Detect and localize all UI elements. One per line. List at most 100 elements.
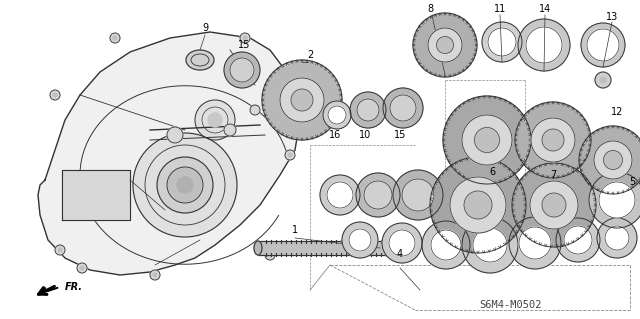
Text: FR.: FR. — [65, 282, 83, 292]
Circle shape — [357, 99, 379, 121]
Circle shape — [564, 226, 592, 254]
Circle shape — [342, 222, 378, 258]
Circle shape — [488, 28, 516, 56]
Circle shape — [581, 23, 625, 67]
Circle shape — [350, 92, 386, 128]
Circle shape — [587, 29, 619, 61]
Circle shape — [428, 28, 462, 62]
Text: 10: 10 — [359, 130, 371, 140]
Text: 11: 11 — [494, 4, 506, 14]
Text: 6: 6 — [489, 167, 495, 177]
Circle shape — [482, 22, 522, 62]
Circle shape — [599, 182, 635, 218]
Circle shape — [110, 33, 120, 43]
Text: 14: 14 — [539, 4, 551, 14]
Circle shape — [430, 157, 526, 253]
Text: 16: 16 — [329, 130, 341, 140]
Circle shape — [283, 78, 287, 82]
Circle shape — [265, 250, 275, 260]
Circle shape — [167, 127, 183, 143]
Circle shape — [393, 170, 443, 220]
Text: 1: 1 — [292, 225, 298, 235]
Circle shape — [240, 33, 250, 43]
Circle shape — [195, 100, 235, 140]
Circle shape — [262, 60, 342, 140]
Circle shape — [230, 58, 254, 82]
Circle shape — [320, 175, 360, 215]
Circle shape — [50, 90, 60, 100]
Circle shape — [431, 230, 461, 260]
Polygon shape — [62, 170, 130, 220]
Circle shape — [556, 218, 600, 262]
Circle shape — [55, 245, 65, 255]
Circle shape — [605, 226, 629, 250]
Circle shape — [462, 217, 518, 273]
Circle shape — [462, 115, 512, 165]
Circle shape — [530, 181, 578, 229]
Text: 2: 2 — [307, 50, 313, 60]
Circle shape — [413, 13, 477, 77]
Circle shape — [280, 75, 290, 85]
Circle shape — [288, 153, 292, 157]
Circle shape — [519, 227, 551, 259]
Circle shape — [243, 36, 247, 40]
Circle shape — [464, 191, 492, 219]
Circle shape — [436, 36, 454, 54]
Circle shape — [443, 96, 531, 184]
Circle shape — [473, 228, 507, 262]
Circle shape — [604, 151, 623, 169]
Circle shape — [268, 253, 272, 257]
Circle shape — [327, 182, 353, 208]
Bar — [258, 241, 410, 255]
Circle shape — [383, 88, 423, 128]
Circle shape — [153, 273, 157, 277]
Circle shape — [364, 181, 392, 209]
Circle shape — [150, 270, 160, 280]
Circle shape — [250, 105, 260, 115]
Text: 4: 4 — [397, 249, 403, 259]
Circle shape — [53, 93, 57, 97]
Circle shape — [579, 126, 640, 194]
Circle shape — [542, 129, 564, 151]
Circle shape — [422, 221, 470, 269]
Circle shape — [594, 141, 632, 179]
Circle shape — [280, 78, 324, 122]
Circle shape — [382, 223, 422, 263]
Text: S6M4-M0502: S6M4-M0502 — [479, 300, 541, 310]
Circle shape — [285, 150, 295, 160]
Circle shape — [595, 72, 611, 88]
Circle shape — [402, 179, 434, 211]
Circle shape — [600, 77, 606, 83]
Circle shape — [291, 89, 313, 111]
Circle shape — [389, 230, 415, 256]
Text: 15: 15 — [394, 130, 406, 140]
Circle shape — [356, 173, 400, 217]
Circle shape — [526, 27, 562, 63]
Circle shape — [512, 163, 596, 247]
Circle shape — [390, 95, 416, 121]
Circle shape — [509, 217, 561, 269]
Text: 7: 7 — [550, 170, 556, 180]
Circle shape — [77, 263, 87, 273]
Circle shape — [224, 52, 260, 88]
Text: 8: 8 — [427, 4, 433, 14]
Circle shape — [450, 177, 506, 233]
Circle shape — [597, 218, 637, 258]
Circle shape — [589, 172, 640, 228]
Text: 9: 9 — [202, 23, 208, 33]
Text: 15: 15 — [238, 40, 250, 50]
Text: 12: 12 — [611, 107, 623, 117]
Circle shape — [224, 124, 236, 136]
Text: 5: 5 — [629, 177, 635, 187]
Polygon shape — [38, 32, 300, 275]
Ellipse shape — [186, 50, 214, 70]
Circle shape — [208, 113, 222, 127]
Circle shape — [518, 19, 570, 71]
Ellipse shape — [254, 241, 262, 255]
Circle shape — [157, 157, 213, 213]
Circle shape — [113, 36, 117, 40]
Circle shape — [542, 193, 566, 217]
Circle shape — [177, 177, 193, 193]
Circle shape — [58, 248, 62, 252]
Circle shape — [349, 229, 371, 251]
